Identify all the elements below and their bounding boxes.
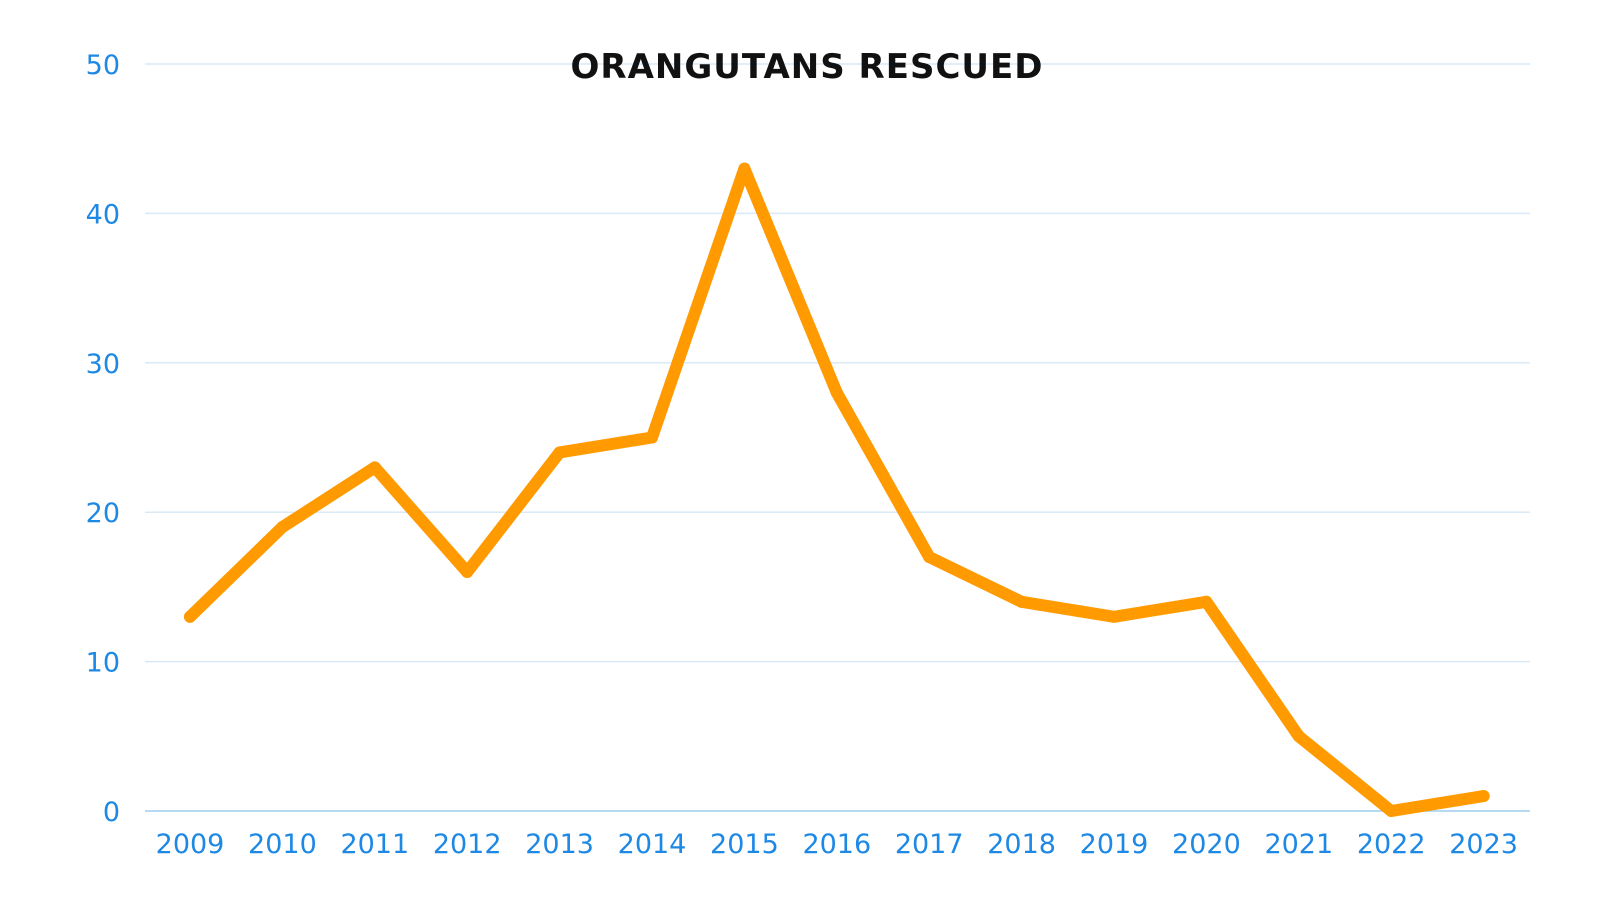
x-tick-label-2011: 2011 [340, 829, 409, 860]
data-point-2022 [1385, 805, 1398, 817]
x-tick-label-2014: 2014 [618, 829, 687, 860]
y-axis-ticks: 0 10 20 30 40 50 [86, 50, 120, 828]
data-point-2015 [738, 162, 751, 175]
data-point-2011 [368, 461, 381, 474]
data-point-2020 [1200, 595, 1213, 608]
chart-title: ORANGUTANS RESCUED [571, 47, 1044, 87]
x-tick-label-2013: 2013 [525, 829, 594, 860]
x-tick-label-2018: 2018 [987, 829, 1056, 860]
grid-lines [145, 63, 1530, 812]
y-tick-label-50: 50 [86, 50, 120, 81]
y-tick-label-20: 20 [86, 498, 120, 529]
data-point-2017 [923, 551, 936, 564]
data-point-2023 [1477, 790, 1490, 803]
data-point-2009 [184, 610, 196, 623]
x-tick-label-2022: 2022 [1357, 829, 1426, 860]
data-point-2014 [646, 431, 658, 444]
y-tick-label-40: 40 [86, 199, 120, 230]
data-point-2018 [1015, 595, 1028, 608]
x-tick-label-2020: 2020 [1172, 829, 1241, 860]
data-point-2010 [276, 521, 289, 534]
y-tick-label-0: 0 [103, 797, 120, 828]
x-tick-label-2016: 2016 [802, 829, 871, 860]
series-layer [184, 162, 1490, 817]
x-tick-label-2010: 2010 [248, 829, 317, 860]
y-tick-label-30: 30 [86, 349, 120, 380]
x-tick-label-2017: 2017 [895, 829, 964, 860]
x-tick-label-2015: 2015 [710, 829, 779, 860]
data-point-2012 [461, 565, 474, 578]
x-tick-label-2012: 2012 [433, 829, 502, 860]
data-point-2019 [1108, 610, 1120, 623]
x-axis-ticks: 2009 2010 2011 2012 2013 2014 2015 2016 2017 2018… [156, 829, 1518, 860]
series-line-0 [184, 162, 1490, 817]
data-point-2013 [553, 446, 566, 459]
data-point-2021 [1292, 730, 1305, 743]
data-point-2016 [830, 386, 843, 399]
x-tick-label-2021: 2021 [1264, 829, 1333, 860]
y-tick-label-10: 10 [86, 648, 120, 679]
x-tick-label-2023: 2023 [1449, 829, 1518, 860]
x-tick-label-2019: 2019 [1080, 829, 1149, 860]
x-tick-label-2009: 2009 [156, 829, 225, 860]
